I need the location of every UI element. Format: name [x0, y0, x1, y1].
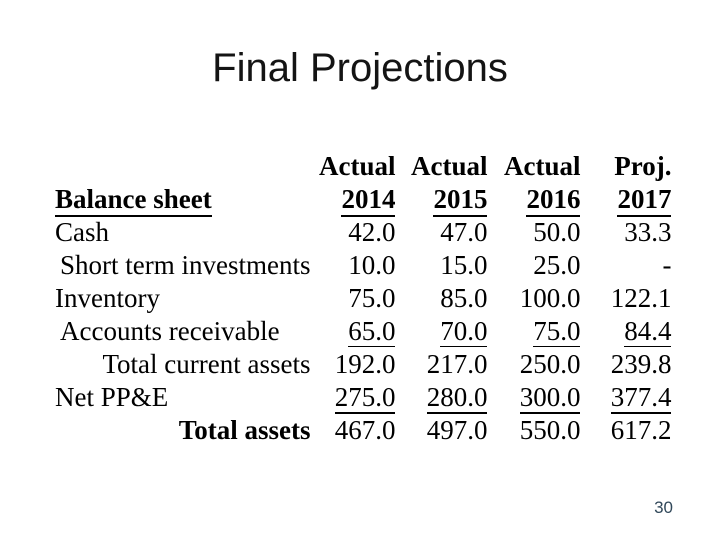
value-cell: 250.0	[487, 348, 581, 381]
period-header-label: Actual	[410, 151, 488, 181]
value-underlined: 377.4	[610, 382, 672, 414]
value: 85.0	[440, 283, 488, 313]
value-cell: 122.1	[580, 282, 672, 315]
value-cell: 65.0	[310, 315, 396, 348]
value-underlined: 84.4	[624, 316, 672, 347]
value-cell: 75.0	[487, 315, 581, 348]
period-header-cell: Proj.	[580, 150, 671, 183]
year-header-cell: 2014	[310, 183, 396, 217]
year-header-row: Balance sheet 2014 2015 2016 2017	[55, 183, 672, 217]
value-cell: 497.0	[395, 414, 488, 447]
slide-title: Final Projections	[212, 46, 508, 90]
value: 75.0	[348, 283, 396, 313]
row-label: Total current assets	[102, 349, 311, 379]
value: 42.0	[348, 217, 396, 247]
year-header-label: 2015	[433, 184, 488, 217]
year-header-cell: 2017	[580, 183, 672, 217]
value-cell: 239.8	[580, 348, 672, 381]
value-cell: 275.0	[310, 381, 396, 414]
value-cell: 42.0	[310, 216, 395, 249]
year-header-label: 2017	[617, 184, 672, 217]
value-cell: 15.0	[395, 249, 487, 282]
value-underlined: 75.0	[533, 316, 581, 347]
value-cell: 300.0	[487, 381, 581, 414]
value-cell: 25.0	[487, 249, 580, 282]
table-row-short-term-investments: Short term investments 10.0 15.0 25.0 -	[55, 249, 671, 282]
year-header-label: 2016	[526, 184, 581, 217]
table-row-cash: Cash 42.0 47.0 50.0 33.3	[55, 216, 671, 249]
value-underlined: 275.0	[334, 382, 396, 414]
value-cell: 192.0	[310, 348, 396, 381]
value-cell: 217.0	[395, 348, 488, 381]
value: -	[662, 250, 672, 280]
value-underlined: 65.0	[348, 316, 396, 347]
value-cell: 467.0	[310, 414, 396, 447]
value-cell: 100.0	[487, 282, 581, 315]
period-header-cell: Actual	[395, 150, 488, 183]
value-cell: 47.0	[395, 216, 487, 249]
value-cell: 377.4	[580, 381, 672, 414]
value-cell: 33.3	[580, 216, 671, 249]
table-row-inventory: Inventory 75.0 85.0 100.0 122.1	[55, 282, 671, 315]
value-underlined: 280.0	[426, 382, 488, 414]
page-number: 30	[654, 498, 673, 517]
value: 50.0	[533, 217, 581, 247]
value-cell: 75.0	[310, 282, 395, 315]
table-row-accounts-receivable: Accounts receivable 65.0 70.0 75.0 84.4	[55, 315, 672, 348]
period-header-label: Actual	[318, 151, 396, 181]
value: 33.3	[624, 217, 672, 247]
value: 15.0	[440, 250, 488, 280]
value: 497.0	[426, 415, 488, 445]
value: 100.0	[519, 283, 581, 313]
value: 25.0	[533, 250, 581, 280]
section-header-label: Balance sheet	[55, 184, 212, 217]
value-cell: 85.0	[395, 282, 487, 315]
period-header-label: Actual	[503, 151, 581, 181]
year-header-cell: 2016	[487, 183, 581, 217]
value: 192.0	[334, 349, 396, 379]
value-cell: 10.0	[310, 249, 395, 282]
value: 239.8	[610, 349, 672, 379]
period-header-cell: Actual	[487, 150, 581, 183]
period-header-cell: Actual	[310, 150, 396, 183]
value: 250.0	[519, 349, 581, 379]
value-cell: 550.0	[487, 414, 581, 447]
value: 47.0	[440, 217, 488, 247]
value: 550.0	[519, 415, 581, 445]
row-label: Short term investments	[60, 250, 311, 280]
row-label: Net PP&E	[55, 382, 169, 412]
value-cell: 84.4	[580, 315, 672, 348]
year-header-cell: 2015	[395, 183, 488, 217]
row-label: Accounts receivable	[60, 316, 280, 346]
value-cell: 50.0	[487, 216, 580, 249]
row-label: Inventory	[55, 283, 160, 313]
table-row-total-assets: Total assets 467.0 497.0 550.0 617.2	[55, 414, 672, 447]
value-underlined: 300.0	[519, 382, 581, 414]
value: 217.0	[426, 349, 488, 379]
value: 467.0	[334, 415, 396, 445]
period-header-label: Proj.	[614, 151, 672, 181]
value: 122.1	[610, 283, 672, 313]
period-header-row: Actual Actual Actual Proj.	[55, 150, 672, 183]
value: 10.0	[348, 250, 396, 280]
section-header-cell: Balance sheet	[55, 183, 310, 217]
value-cell: 280.0	[395, 381, 488, 414]
balance-sheet-table: Actual Actual Actual Proj. Balance sheet…	[55, 150, 672, 447]
value-cell: 617.2	[580, 414, 672, 447]
table-row-total-current-assets: Total current assets 192.0 217.0 250.0 2…	[55, 348, 671, 381]
value: 617.2	[610, 415, 672, 445]
value-cell: 70.0	[395, 315, 488, 348]
empty-cell	[55, 150, 310, 183]
row-label: Cash	[55, 217, 109, 247]
table-row-net-ppe: Net PP&E 275.0 280.0 300.0 377.4	[55, 381, 672, 414]
row-label: Total assets	[178, 415, 311, 445]
value-underlined: 70.0	[440, 316, 488, 347]
year-header-label: 2014	[341, 184, 396, 217]
value-cell: -	[580, 249, 671, 282]
